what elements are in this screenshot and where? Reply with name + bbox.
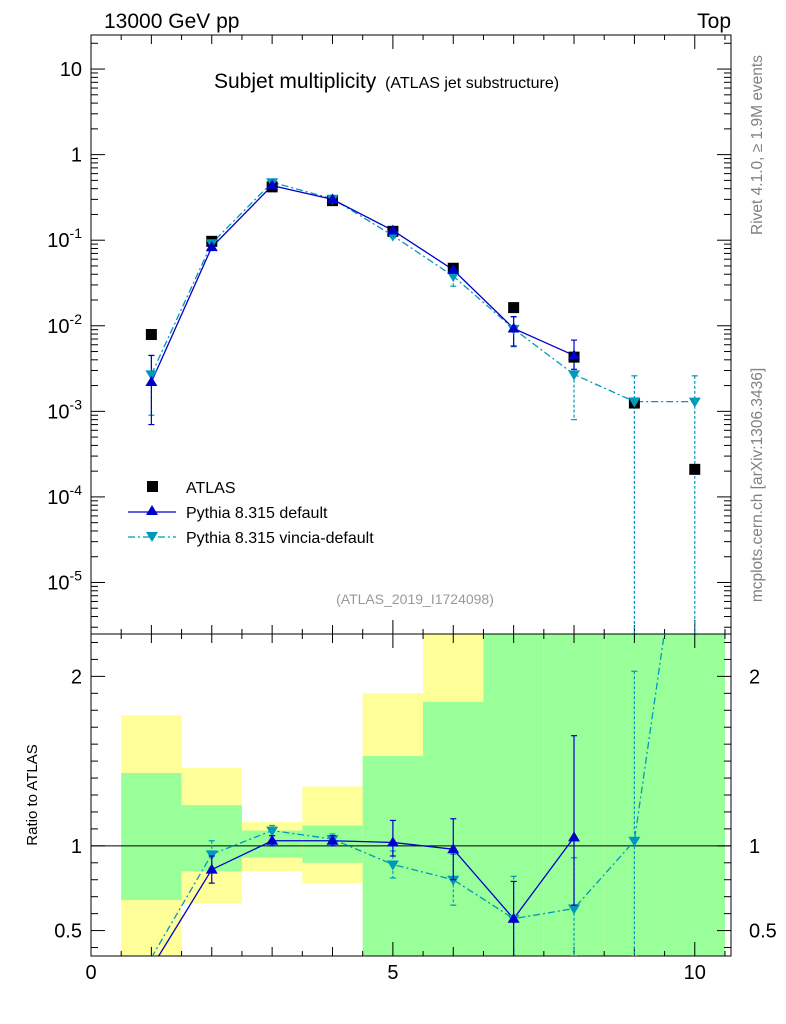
analysis-watermark: (ATLAS_2019_I1724098) [336, 591, 494, 607]
y-tick-label: 10-5 [47, 567, 82, 594]
marker-atlas [145, 329, 157, 341]
ratio-y-axis-label: Ratio to ATLAS [24, 744, 41, 845]
ratio-marker-pythia-default [266, 834, 279, 845]
ratio-y-tick-label: 2 [749, 666, 760, 688]
band-green-bin [664, 634, 725, 956]
x-tick-label: 10 [684, 962, 706, 984]
x-tick-label: 0 [85, 962, 96, 984]
ratio-marker-pythia-default [386, 836, 399, 847]
y-tick-label: 10-1 [47, 225, 82, 252]
ratio-marker-pythia-default [205, 863, 218, 874]
ratio-marker-pythia-default [568, 831, 581, 842]
band-green-bin [121, 772, 182, 901]
mcplots-label: mcplots.cern.ch [arXiv:1306.3436] [749, 368, 766, 602]
ratio-marker-pythia-default [326, 834, 339, 845]
ratio-marker-pythia-vincia [205, 850, 218, 861]
main-panel: 10 1 10-1 10-2 10-3 10-4 10-5 [47, 34, 732, 635]
marker-pythia-default [386, 224, 399, 235]
marker-pythia-vincia [628, 397, 641, 408]
energy-label: 13000 GeV pp [104, 10, 239, 33]
marker-pythia-default [507, 322, 520, 333]
ratio-series-group [151, 634, 665, 956]
ratio-marker-pythia-vincia [447, 875, 460, 886]
marker-pythia-default [145, 376, 158, 387]
y-tick-label: 10-4 [47, 482, 82, 509]
ratio-marker-pythia-vincia [568, 904, 581, 915]
ratio-marker-pythia-default [447, 843, 460, 854]
legend: ATLAS Pythia 8.315 default Pythia 8.315 … [128, 480, 374, 547]
chart-title-main: Subjet multiplicity [214, 70, 377, 93]
marker-pythia-default [447, 263, 460, 274]
legend-marker-pythia-default [146, 505, 158, 515]
ratio-marker-pythia-vincia [266, 826, 279, 837]
marker-pythia-vincia [145, 370, 158, 381]
series-line-pythia-vincia [150, 181, 695, 403]
y-tick-label: 10-2 [47, 311, 82, 338]
marker-pythia-default [266, 179, 279, 190]
legend-marker-pythia-vincia [146, 532, 158, 542]
marker-pythia-default [326, 193, 339, 204]
chart-title: Subjet multiplicity (ATLAS jet substruct… [214, 70, 559, 93]
marker-pythia-vincia [568, 370, 581, 381]
rivet-label: Rivet 4.1.0, ≥ 1.9M events [749, 55, 766, 235]
ratio-marker-pythia-default [507, 912, 520, 923]
ratio-y-tick-label: 2 [71, 666, 82, 688]
marker-pythia-vincia [688, 397, 701, 408]
y-tick-label: 10 [60, 59, 82, 81]
marker-atlas [689, 463, 701, 475]
marker-pythia-default [568, 349, 581, 360]
y-tick-label: 1 [71, 145, 82, 167]
ratio-panel: 0 5 10 0.5 0.5 1 1 2 2 [54, 633, 777, 984]
ratio-line-pythia-vincia [151, 634, 665, 956]
ratio-marker-pythia-vincia [628, 836, 641, 847]
y-tick-label: 10-3 [47, 396, 82, 423]
series-line-pythia-default [150, 184, 575, 383]
chart-subtitle: (ATLAS jet substructure) [385, 75, 559, 92]
ratio-y-tick-label: 0.5 [749, 921, 777, 943]
legend-marker-atlas [147, 481, 158, 492]
marker-pythia-vincia [447, 272, 460, 283]
legend-label-pythia-vincia: Pythia 8.315 vincia-default [186, 530, 374, 547]
process-label: Top [697, 10, 731, 33]
legend-label-atlas: ATLAS [186, 480, 236, 497]
x-tick-label: 5 [387, 962, 398, 984]
marker-pythia-default [205, 241, 218, 252]
marker-atlas [508, 302, 520, 314]
ratio-y-tick-label: 0.5 [54, 921, 82, 943]
ratio-line-pythia-default [157, 836, 575, 956]
ratio-y-tick-label: 1 [749, 836, 760, 858]
ratio-marker-pythia-vincia [386, 860, 399, 871]
legend-label-pythia-default: Pythia 8.315 default [186, 505, 328, 522]
ratio-y-tick-label: 1 [71, 836, 82, 858]
